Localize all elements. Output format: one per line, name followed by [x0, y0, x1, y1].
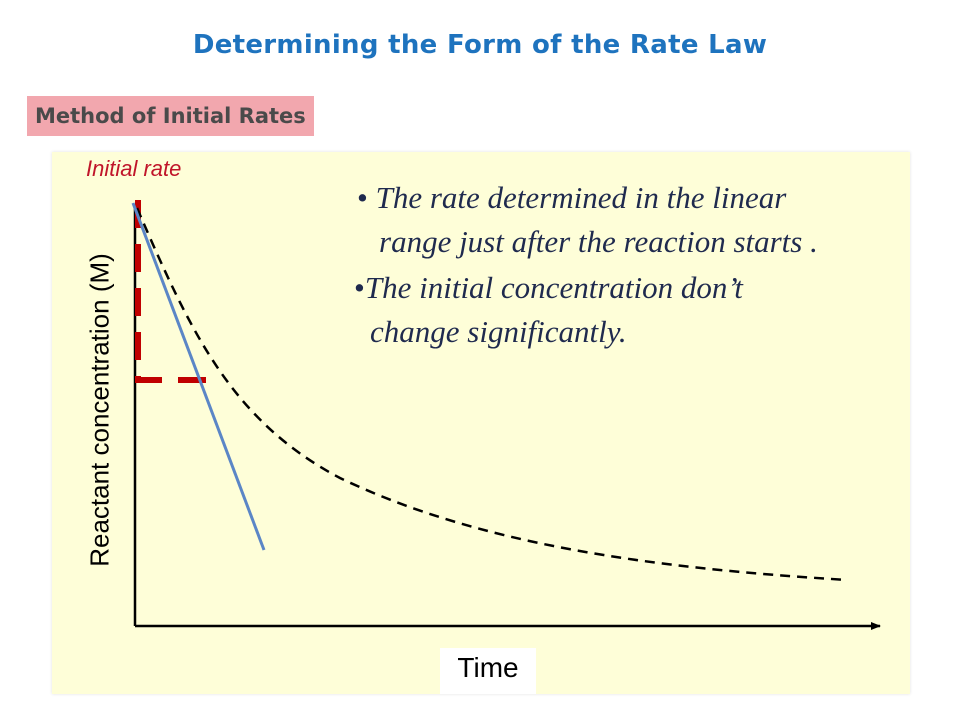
x-axis-label: Time: [457, 652, 519, 683]
concentration-curve: [135, 207, 849, 582]
initial-rate-label: Initial rate: [86, 156, 182, 181]
initial-rate-guide: [135, 200, 222, 383]
bullet-marker: •: [357, 180, 368, 215]
bullet-line: The rate determined in the linear: [375, 180, 787, 215]
slide-title: Determining the Form of the Rate Law: [192, 30, 768, 60]
y-axis-label: Reactant concentration (M): [84, 253, 115, 567]
bullet-line: change significantly.: [370, 314, 627, 349]
graph-panel: [52, 152, 910, 694]
bullet-marker: •: [354, 270, 365, 305]
bullet-line: range just after the reaction starts .: [379, 224, 818, 259]
bullet-line: The initial concentration don’t: [364, 270, 743, 305]
section-label: Method of Initial Rates: [27, 96, 314, 136]
x-axis-label-background: [440, 648, 536, 694]
tangent-line: [131, 202, 266, 551]
bullet-item: • The rate determined in the linear rang…: [357, 176, 818, 264]
bullet-item: •The initial concentration don’t change …: [354, 266, 743, 354]
